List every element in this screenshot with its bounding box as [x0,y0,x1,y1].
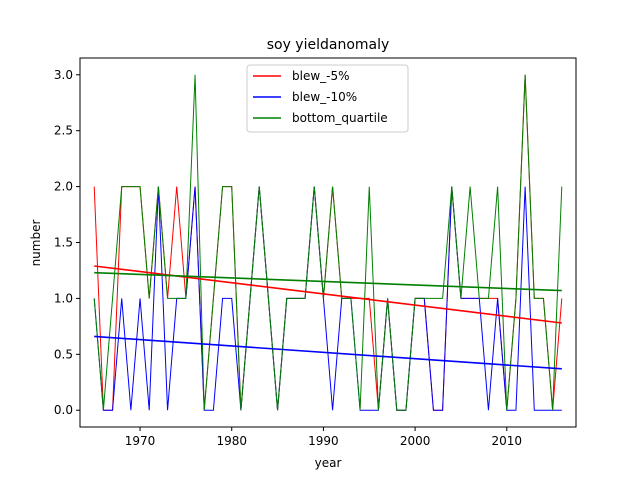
x-tick-label: 1970 [125,434,156,448]
legend-box [246,64,409,133]
legend-label-bottom_quartile: bottom_quartile [292,111,388,125]
series-line-blew_-10% [93,186,562,411]
y-axis-ticks: 0.0 0.5 1.0 1.5 2.0 2.5 3.0 [54,68,80,417]
chart-title: soy yieldanomaly [267,37,390,53]
y-tick-label: 3.0 [54,68,73,82]
y-axis-label: number [29,220,43,267]
trend-line-blew_-10% [94,335,562,370]
trend-line-bottom_quartile [94,271,562,292]
x-tick-label: 1990 [308,434,339,448]
y-tick-label: 2.0 [54,180,73,194]
y-tick-label: 2.5 [54,124,73,138]
series-line-bottom_quartile [93,74,563,411]
legend-label-blew_-10%: blew_-10% [292,90,357,104]
y-tick-label: 1.5 [54,236,73,250]
x-tick-label: 2000 [400,434,431,448]
x-axis-ticks: 1970 1980 1990 2000 2010 [125,427,522,448]
x-tick-label: 2010 [492,434,523,448]
series-layer [93,74,563,411]
y-tick-label: 0.5 [54,347,73,361]
legend: blew_-5% blew_-10% bottom_quartile [246,64,409,133]
x-axis-label: year [315,456,342,470]
legend-label-blew_-5%: blew_-5% [292,69,350,83]
y-tick-label: 1.0 [54,291,73,305]
y-tick-label: 0.0 [54,403,73,417]
x-tick-label: 1980 [216,434,247,448]
